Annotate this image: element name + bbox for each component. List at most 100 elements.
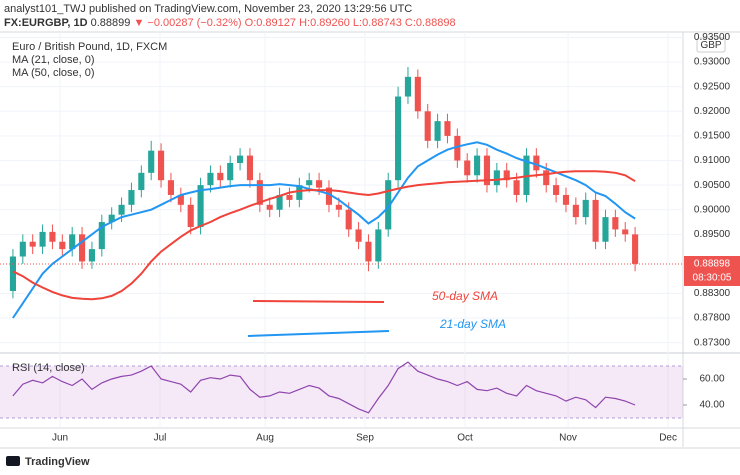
arrow: ▼: [133, 17, 144, 29]
candle-body: [335, 204, 342, 210]
x-tick-label: Aug: [256, 433, 274, 444]
symbol: FX:EURGBP, 1D: [4, 17, 88, 29]
footer-logo: [6, 456, 20, 466]
symbol-line: FX:EURGBP, 1D 0.88899 ▼ −0.00287 (−0.32%…: [4, 17, 456, 29]
candle-body: [444, 121, 451, 136]
y-tick-label: 0.88300: [694, 288, 731, 299]
candle-body: [582, 199, 589, 218]
candle-body: [158, 150, 165, 181]
y-tick-label: 0.93500: [694, 32, 731, 43]
y-tick-label: 0.87800: [694, 313, 731, 324]
candle-body: [404, 76, 412, 97]
x-tick-label: Nov: [559, 433, 577, 444]
candle-body: [9, 256, 16, 291]
drawn-line: [252, 300, 385, 303]
ma-line: [12, 141, 636, 319]
candle-body: [148, 150, 155, 173]
candle-body: [49, 231, 56, 242]
grid: [0, 32, 683, 428]
candle-body: [306, 180, 313, 186]
candle-body: [128, 190, 135, 205]
candle-body: [533, 155, 540, 171]
last-price-box: [684, 255, 740, 286]
candle-body: [177, 194, 184, 205]
candle-body: [138, 172, 145, 191]
change: −0.00287 (−0.32%): [147, 17, 241, 29]
countdown: 08:30:05: [693, 273, 732, 284]
legend-title: Euro / British Pound, 1D, FXCM: [12, 41, 167, 53]
drawn-line: [247, 330, 390, 337]
candle-body: [98, 222, 105, 250]
ohlc: O:0.89127 H:0.89260 L:0.88743 C:0.88898: [245, 17, 456, 29]
y-tick-label: 0.92500: [694, 81, 731, 92]
rsi-band: [0, 366, 683, 418]
brand: TradingView: [25, 456, 90, 468]
candle-body: [286, 194, 293, 200]
candle-body: [523, 155, 530, 195]
y-tick-label: 0.89500: [694, 229, 731, 240]
legend-entry: MA (50, close, 0): [12, 67, 95, 79]
candle-body: [237, 155, 244, 163]
candle-body: [503, 170, 510, 181]
x-tick-label: Jun: [52, 433, 68, 444]
candle-body: [79, 234, 86, 262]
candle-body: [375, 229, 382, 262]
last-price-label: 0.88898: [694, 259, 731, 270]
rsi-line: [12, 361, 636, 414]
candle-body: [612, 217, 619, 230]
candle-body: [88, 249, 96, 262]
candle-body: [69, 234, 76, 250]
candle-body: [592, 199, 599, 242]
candle-body: [167, 180, 175, 195]
candle-body: [513, 180, 520, 195]
candle-body: [325, 187, 333, 205]
candle-body: [562, 194, 570, 205]
candle-body: [59, 241, 66, 250]
x-tick-label: Jul: [154, 433, 167, 444]
candle-body: [424, 111, 431, 141]
published: analyst101_TWJ published on TradingView.…: [4, 3, 412, 15]
ma-line: [12, 170, 636, 301]
candle-body: [385, 180, 392, 230]
candle-body: [108, 214, 115, 223]
candle-body: [553, 185, 560, 195]
candle-body: [632, 234, 639, 264]
annotation: 50-day SMA: [432, 289, 498, 303]
candle-body: [276, 194, 283, 210]
annotation: 21-day SMA: [439, 317, 506, 331]
y-tick-label: 0.90000: [694, 204, 731, 215]
x-tick-label: Sep: [356, 433, 374, 444]
candle-body: [355, 229, 362, 242]
candle-body: [39, 231, 46, 247]
y-tick-label: 0.91000: [694, 155, 731, 166]
marks: [0, 66, 683, 414]
x-tick-label: Oct: [457, 433, 473, 444]
y-tick-label: 0.87300: [694, 337, 731, 348]
candle-body: [414, 76, 421, 112]
candle-body: [345, 209, 352, 230]
candle-body: [316, 180, 323, 188]
candle-body: [207, 172, 214, 186]
y-tick-label: 60.00: [699, 374, 724, 385]
candle-body: [602, 217, 609, 242]
candle-body: [197, 185, 204, 227]
y-tick-label: 40.00: [699, 400, 724, 411]
y-tick-label: 0.91500: [694, 131, 731, 142]
logo-icon: [6, 456, 20, 466]
candle-body: [622, 229, 629, 235]
candle-body: [464, 160, 471, 176]
y-tick-label: 0.92000: [694, 106, 731, 117]
currency-box: [696, 37, 726, 53]
y-tick-label: 0.93000: [694, 57, 731, 68]
candle-body: [434, 121, 441, 141]
candle-body: [256, 180, 263, 205]
candle-body: [454, 135, 461, 161]
y-tick-label: 0.90500: [694, 180, 731, 191]
candle-body: [227, 162, 234, 181]
candle-body: [296, 185, 303, 200]
candle-body: [29, 241, 36, 247]
price: 0.88899: [91, 17, 131, 29]
legend-entry: MA (21, close, 0): [12, 54, 95, 66]
candle-body: [483, 155, 491, 186]
